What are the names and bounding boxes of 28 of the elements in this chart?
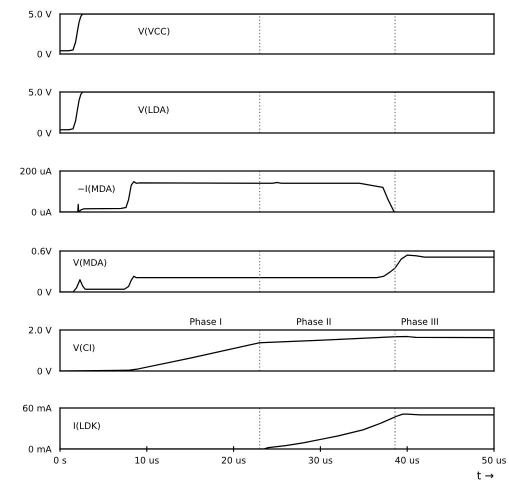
text: Phase II [297, 318, 330, 325]
series-label: V(MDA) [73, 258, 106, 267]
x-tick-label: 30 us [308, 456, 332, 464]
text: V(CI) [73, 344, 94, 352]
x-axis-title: t → [477, 472, 494, 480]
series-label: V(VCC) [138, 28, 170, 36]
x-tick-label: 10 us [135, 456, 159, 464]
y-tick-label: 0 V [37, 130, 52, 137]
y-tick-label: 5.0 V [28, 10, 52, 18]
series-label: V(LDA) [138, 106, 169, 114]
y-tick-label: 0 V [37, 50, 52, 58]
x-tick-label: 0 s [54, 456, 66, 464]
text: I(LDK) [74, 422, 100, 430]
text: Phase I [190, 318, 222, 325]
y-tick-label: 200 uA [20, 168, 52, 175]
x-tick-label: 40 us [395, 456, 420, 464]
x-tick-label: 50 us [482, 456, 506, 464]
y-tick-label: 5.0 V [28, 88, 52, 96]
y-tick-label: 60 mA [22, 404, 52, 412]
series-label: −I(MDA) [78, 185, 115, 194]
text: Phase III [402, 318, 438, 325]
y-tick-label: 0 mA [28, 446, 52, 453]
y-tick-label: 0.6V [32, 248, 52, 255]
y-tick-label: 2.0 V [28, 326, 52, 334]
y-tick-label: 0 uA [32, 208, 52, 216]
y-tick-label: 0 V [37, 368, 52, 375]
x-tick-label: 20 us [222, 456, 246, 464]
y-tick-label: 0 V [37, 288, 52, 296]
